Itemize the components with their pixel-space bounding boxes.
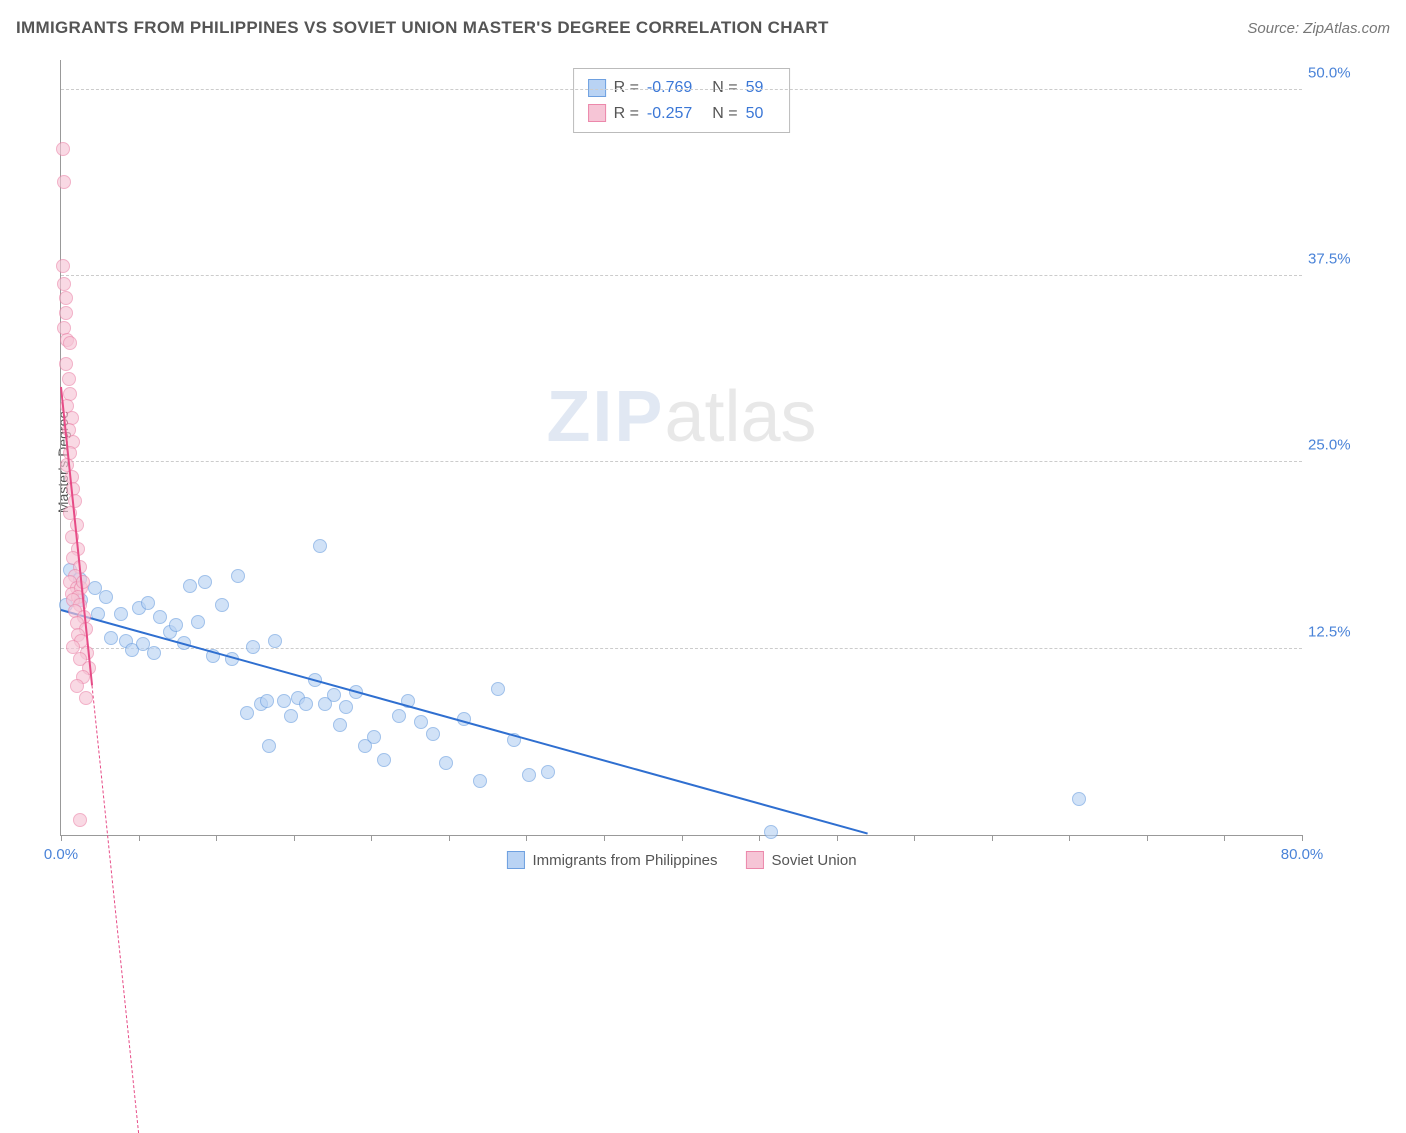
data-point-philippines bbox=[191, 615, 205, 629]
data-point-philippines bbox=[313, 539, 327, 553]
data-point-philippines bbox=[541, 765, 555, 779]
data-point-soviet bbox=[63, 336, 77, 350]
xtick bbox=[1069, 835, 1070, 841]
data-point-philippines bbox=[99, 590, 113, 604]
data-point-philippines bbox=[522, 768, 536, 782]
xtick bbox=[1224, 835, 1225, 841]
swatch-soviet bbox=[588, 104, 606, 122]
data-point-philippines bbox=[764, 825, 778, 839]
stats-row-philippines: R = -0.769 N = 59 bbox=[588, 75, 776, 101]
xtick bbox=[682, 835, 683, 841]
data-point-philippines bbox=[198, 575, 212, 589]
data-point-philippines bbox=[473, 774, 487, 788]
chart-title: IMMIGRANTS FROM PHILIPPINES VS SOVIET UN… bbox=[16, 18, 829, 38]
trend-line bbox=[92, 685, 140, 1132]
legend-swatch-philippines bbox=[506, 851, 524, 869]
xtick bbox=[216, 835, 217, 841]
data-point-philippines bbox=[141, 596, 155, 610]
data-point-philippines bbox=[262, 739, 276, 753]
data-point-soviet bbox=[62, 372, 76, 386]
stats-legend-box: R = -0.769 N = 59 R = -0.257 N = 50 bbox=[573, 68, 791, 133]
data-point-philippines bbox=[1072, 792, 1086, 806]
gridline-h bbox=[61, 461, 1302, 462]
data-point-soviet bbox=[73, 813, 87, 827]
data-point-philippines bbox=[231, 569, 245, 583]
chart-container: Master's Degree ZIPatlas R = -0.769 N = … bbox=[22, 50, 1382, 874]
xtick bbox=[914, 835, 915, 841]
data-point-philippines bbox=[299, 697, 313, 711]
xtick bbox=[604, 835, 605, 841]
xtick bbox=[61, 835, 62, 841]
data-point-philippines bbox=[215, 598, 229, 612]
xtick-label: 80.0% bbox=[1281, 846, 1324, 863]
data-point-philippines bbox=[439, 756, 453, 770]
data-point-philippines bbox=[183, 579, 197, 593]
data-point-philippines bbox=[268, 634, 282, 648]
header: IMMIGRANTS FROM PHILIPPINES VS SOVIET UN… bbox=[16, 18, 1390, 38]
data-point-philippines bbox=[114, 607, 128, 621]
plot-area: ZIPatlas R = -0.769 N = 59 R = -0.257 N … bbox=[60, 60, 1302, 836]
data-point-philippines bbox=[327, 688, 341, 702]
data-point-philippines bbox=[260, 694, 274, 708]
xtick bbox=[371, 835, 372, 841]
data-point-philippines bbox=[284, 709, 298, 723]
data-point-soviet bbox=[56, 142, 70, 156]
data-point-philippines bbox=[240, 706, 254, 720]
data-point-philippines bbox=[426, 727, 440, 741]
data-point-soviet bbox=[56, 259, 70, 273]
gridline-h bbox=[61, 275, 1302, 276]
data-point-philippines bbox=[104, 631, 118, 645]
data-point-philippines bbox=[491, 682, 505, 696]
xtick bbox=[1147, 835, 1148, 841]
xtick bbox=[526, 835, 527, 841]
data-point-soviet bbox=[79, 691, 93, 705]
xtick bbox=[449, 835, 450, 841]
data-point-soviet bbox=[57, 277, 71, 291]
source-credit: Source: ZipAtlas.com bbox=[1247, 20, 1390, 37]
data-point-soviet bbox=[59, 306, 73, 320]
xtick bbox=[1302, 835, 1303, 841]
data-point-philippines bbox=[246, 640, 260, 654]
data-point-philippines bbox=[367, 730, 381, 744]
xtick bbox=[759, 835, 760, 841]
legend-swatch-soviet bbox=[746, 851, 764, 869]
xtick bbox=[992, 835, 993, 841]
legend-item-philippines: Immigrants from Philippines bbox=[506, 851, 717, 869]
data-point-soviet bbox=[59, 357, 73, 371]
ytick-label: 12.5% bbox=[1308, 623, 1374, 640]
ytick-label: 37.5% bbox=[1308, 251, 1374, 268]
data-point-philippines bbox=[333, 718, 347, 732]
ytick-label: 50.0% bbox=[1308, 64, 1374, 81]
data-point-philippines bbox=[377, 753, 391, 767]
ytick-label: 25.0% bbox=[1308, 437, 1374, 454]
xtick-label: 0.0% bbox=[44, 846, 78, 863]
swatch-philippines bbox=[588, 79, 606, 97]
data-point-philippines bbox=[277, 694, 291, 708]
xtick bbox=[139, 835, 140, 841]
data-point-philippines bbox=[392, 709, 406, 723]
legend-item-soviet: Soviet Union bbox=[746, 851, 857, 869]
data-point-soviet bbox=[59, 291, 73, 305]
data-point-philippines bbox=[153, 610, 167, 624]
xtick bbox=[837, 835, 838, 841]
data-point-philippines bbox=[339, 700, 353, 714]
trend-line bbox=[61, 609, 868, 834]
data-point-soviet bbox=[57, 175, 71, 189]
xtick bbox=[294, 835, 295, 841]
data-point-philippines bbox=[414, 715, 428, 729]
data-point-philippines bbox=[169, 618, 183, 632]
data-point-philippines bbox=[147, 646, 161, 660]
legend-bottom: Immigrants from Philippines Soviet Union bbox=[506, 851, 856, 869]
gridline-h bbox=[61, 89, 1302, 90]
watermark: ZIPatlas bbox=[546, 376, 816, 458]
stats-row-soviet: R = -0.257 N = 50 bbox=[588, 101, 776, 127]
